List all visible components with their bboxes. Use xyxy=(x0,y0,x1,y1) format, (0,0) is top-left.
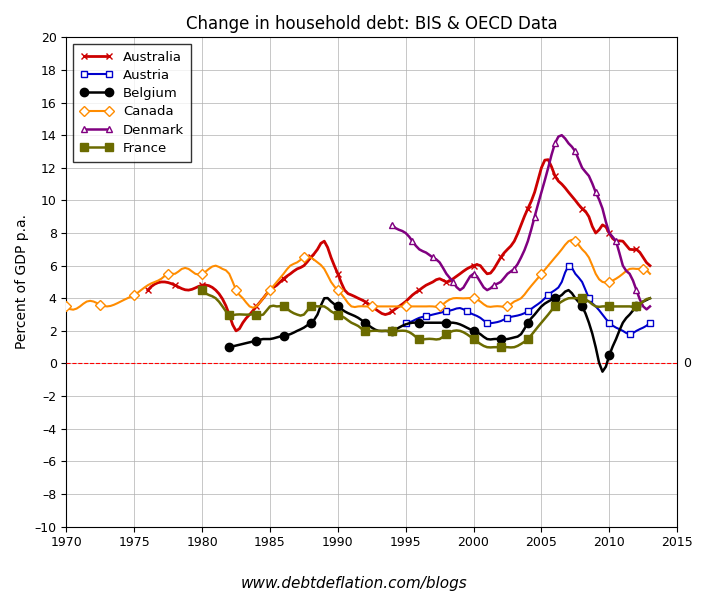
Belgium xyxy=(486,336,495,343)
Australia xyxy=(646,262,654,269)
Line: Canada: Canada xyxy=(63,236,653,313)
Denmark xyxy=(500,274,508,282)
Belgium xyxy=(591,343,600,350)
Belgium xyxy=(581,310,590,317)
Title: Change in household debt: BIS & OECD Data: Change in household debt: BIS & OECD Dat… xyxy=(186,15,558,33)
Belgium xyxy=(598,368,607,375)
Line: Australia: Australia xyxy=(144,156,653,334)
Denmark xyxy=(646,303,654,310)
Australia xyxy=(476,262,484,269)
France xyxy=(646,295,654,302)
Legend: Australia, Austria, Belgium, Canada, Denmark, France: Australia, Austria, Belgium, Canada, Den… xyxy=(73,44,191,162)
Austria xyxy=(615,326,624,333)
Belgium xyxy=(333,303,342,310)
Australia xyxy=(208,284,217,291)
France xyxy=(229,312,237,319)
Canada xyxy=(568,236,576,244)
Denmark xyxy=(493,280,501,287)
Denmark xyxy=(530,213,539,220)
Austria xyxy=(456,305,464,312)
France xyxy=(510,343,518,350)
Denmark xyxy=(388,222,396,229)
Belgium xyxy=(324,295,332,302)
France xyxy=(198,286,206,293)
France xyxy=(632,303,641,310)
France xyxy=(507,344,515,351)
Canada xyxy=(279,270,287,277)
Australia xyxy=(544,156,552,163)
Australia xyxy=(367,303,376,310)
Canada xyxy=(69,306,77,313)
Text: 0: 0 xyxy=(683,357,691,370)
Austria xyxy=(564,262,573,269)
Austria xyxy=(629,330,637,337)
Denmark xyxy=(473,273,481,280)
Canada xyxy=(646,270,654,277)
Belgium xyxy=(564,286,573,293)
France xyxy=(479,342,488,349)
Austria xyxy=(646,319,654,326)
Text: www.debtdeflation.com/blogs: www.debtdeflation.com/blogs xyxy=(241,576,467,591)
Belgium xyxy=(646,295,654,302)
Canada xyxy=(490,303,498,310)
Australia xyxy=(144,286,152,293)
Canada xyxy=(510,298,518,305)
Austria xyxy=(483,319,491,326)
Denmark xyxy=(476,279,484,286)
France xyxy=(493,343,501,350)
Austria xyxy=(524,308,532,315)
Denmark xyxy=(557,132,566,139)
Denmark xyxy=(642,306,651,313)
Canada xyxy=(347,303,355,310)
Line: Austria: Austria xyxy=(402,262,653,337)
Line: France: France xyxy=(198,286,654,352)
Australia xyxy=(235,325,244,332)
France xyxy=(622,303,631,310)
Austria xyxy=(608,322,617,329)
Denmark xyxy=(439,264,447,271)
Line: Denmark: Denmark xyxy=(389,132,653,313)
Line: Belgium: Belgium xyxy=(225,286,654,376)
Belgium xyxy=(225,343,234,350)
Austria xyxy=(401,319,410,326)
Australia xyxy=(269,284,278,291)
Canada xyxy=(62,303,71,310)
Australia xyxy=(232,327,240,334)
Australia xyxy=(266,286,274,293)
Canada xyxy=(384,303,393,310)
Austria xyxy=(625,331,634,338)
Y-axis label: Percent of GDP p.a.: Percent of GDP p.a. xyxy=(15,214,29,349)
Belgium xyxy=(625,311,634,318)
Canada xyxy=(588,262,597,269)
